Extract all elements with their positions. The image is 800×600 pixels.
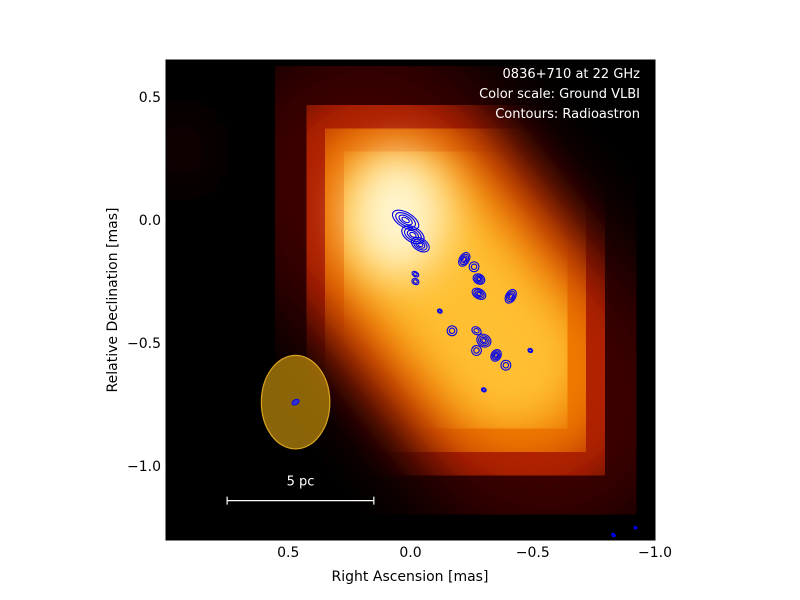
x-tick-label: 0.5 <box>277 545 299 561</box>
contour-line <box>398 214 413 226</box>
contour-line <box>446 325 458 337</box>
y-tick-label: 0.5 <box>139 90 161 106</box>
contour-line <box>411 270 420 278</box>
contour-line <box>460 255 468 264</box>
contour-line <box>471 287 487 301</box>
y-tick-label: −0.5 <box>127 336 161 352</box>
contour-line <box>480 387 487 393</box>
contour-line <box>391 209 420 231</box>
contour-line <box>508 293 513 299</box>
contour-line <box>473 289 485 299</box>
contour-line <box>458 252 471 267</box>
contour-line <box>476 277 482 282</box>
contour-line <box>475 290 483 298</box>
contour-line <box>459 253 470 266</box>
contour-line <box>413 238 428 251</box>
contour-line <box>500 359 512 371</box>
contour-line <box>502 361 510 369</box>
contour-line <box>490 348 502 362</box>
contour-line <box>471 326 482 336</box>
x-axis-label: Right Ascension [mas] <box>332 569 489 585</box>
contour-line <box>472 273 486 285</box>
annotation-contours: Contours: Radioastron <box>495 107 640 122</box>
contour-line <box>481 338 487 343</box>
emission-core <box>350 152 447 277</box>
contour-line <box>401 216 410 224</box>
radioastron-beam-ellipse <box>291 398 300 406</box>
contour-line <box>527 347 534 354</box>
x-tick-label: −0.5 <box>516 545 550 561</box>
contour-line <box>479 336 488 345</box>
contour-line <box>436 308 443 314</box>
contour-line <box>409 231 417 238</box>
contour-line <box>395 212 417 228</box>
x-tick-label: −1.0 <box>638 545 672 561</box>
contour-line <box>507 292 515 301</box>
contour-line <box>448 327 456 335</box>
contour-line <box>476 291 482 296</box>
contour-line <box>634 526 637 529</box>
contour-line <box>411 277 420 286</box>
contour-line <box>462 256 467 262</box>
contour-line <box>471 344 482 356</box>
annotation-source: 0836+710 at 22 GHz <box>503 67 641 82</box>
contour-line <box>468 261 480 273</box>
contour-line <box>611 533 615 537</box>
emission-faint-patch <box>166 120 205 180</box>
y-tick-label: −1.0 <box>127 459 161 475</box>
contour-line <box>504 288 517 304</box>
contour-line <box>412 272 418 277</box>
contour-line <box>417 242 424 248</box>
y-axis-label: Relative Declination [mas] <box>105 208 121 393</box>
beam-markers <box>260 354 331 450</box>
x-tick-label: 0.0 <box>399 545 421 561</box>
scale-bar-label: 5 pc <box>287 475 315 490</box>
contour-line <box>475 275 483 283</box>
contour-line <box>473 327 480 334</box>
contour-line <box>474 274 484 284</box>
contour-line <box>491 350 501 361</box>
annotation-color-scale: Color scale: Ground VLBI <box>479 87 640 102</box>
scale-bar-group: 5 pc <box>226 475 375 505</box>
contour-line <box>482 388 486 392</box>
contour-line <box>492 351 500 359</box>
contour-line <box>415 240 426 249</box>
radioastron-contours <box>391 209 638 538</box>
contour-line <box>476 333 492 348</box>
y-tick-label: 0.0 <box>139 213 161 229</box>
contour-line <box>438 309 442 313</box>
contour-line <box>494 353 499 358</box>
contour-line <box>505 290 516 302</box>
axis-ticks: 0.5 0.0 −0.5 −1.0 0.5 0.0 −0.5 −1.0 <box>127 60 672 561</box>
contour-line <box>473 347 480 354</box>
contour-line <box>470 263 478 271</box>
contour-line <box>611 532 616 538</box>
contour-line <box>410 236 430 253</box>
contour-line <box>412 279 418 284</box>
contour-line <box>478 335 490 347</box>
contour-line <box>528 348 533 353</box>
